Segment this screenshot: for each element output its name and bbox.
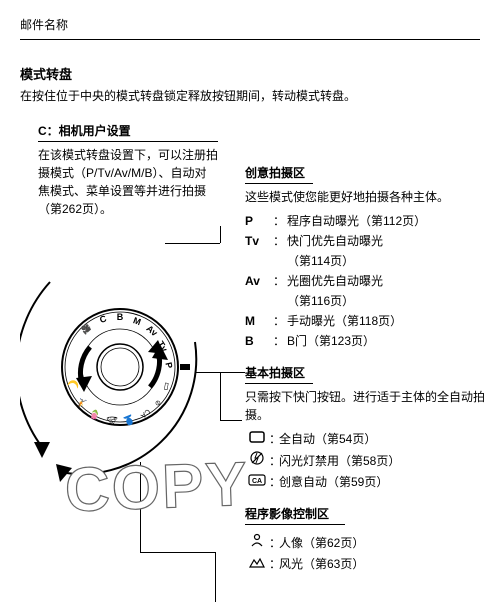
- leader-line: [165, 243, 220, 244]
- mode-tv: Tv ： 快门优先自动曝光: [245, 232, 485, 250]
- section-title: 模式转盘: [20, 64, 480, 83]
- mode-dial-diagram: B M Av Tv P C 🎥 ▭ ⊘ CA 👤 🏔 🌷 🏃 🌙: [20, 272, 220, 472]
- svg-text:🏔: 🏔: [106, 416, 118, 426]
- c-setting-title: C：相机用户设置: [38, 122, 218, 142]
- leader-line: [215, 552, 216, 602]
- leader-line: [140, 462, 141, 552]
- basic-zone: 基本拍摄区 只需按下快门按钮。进行适于主体的全自动拍摄。 ： 全自动（第54页）…: [245, 364, 485, 491]
- fullauto-icon: [245, 430, 269, 448]
- creative-desc: 这些模式使您能更好地拍摄各种主体。: [245, 188, 485, 206]
- landscape-icon: [245, 555, 269, 573]
- basic-modes: ： 全自动（第54页） ： 闪光灯禁用（第58页） CA ： 创意自动（第59页…: [245, 430, 485, 491]
- basic-desc: 只需按下快门按钮。进行适于主体的全自动拍摄。: [245, 388, 485, 424]
- mode-portrait: ： 人像（第62页）: [245, 533, 485, 552]
- section-desc: 在按住位于中央的模式转盘锁定释放按钮期间，转动模式转盘。: [20, 87, 480, 104]
- leader-line: [140, 552, 215, 553]
- ca-icon: CA: [245, 473, 269, 491]
- c-setting-desc: 在该模式转盘设置下，可以注册拍摄模式（P/Tv/Av/M/B）、自动对焦模式、菜…: [38, 146, 218, 218]
- image-zone: 程序影像控制区 ： 人像（第62页） ： 风光（第63页）: [245, 505, 485, 573]
- svg-text:B: B: [117, 312, 124, 322]
- mode-av-page: （第116页）: [287, 292, 485, 310]
- mode-ca: CA ： 创意自动（第59页）: [245, 473, 485, 491]
- mode-flashoff: ： 闪光灯禁用（第58页）: [245, 451, 485, 470]
- svg-text:▭: ▭: [161, 381, 172, 391]
- page-header: 邮件名称: [20, 16, 480, 40]
- mode-tv-page: （第114页）: [287, 252, 485, 270]
- mode-m: M ： 手动曝光（第118页）: [245, 312, 485, 330]
- portrait-icon: [245, 533, 269, 552]
- creative-zone: 创意拍摄区 这些模式使您能更好地拍摄各种主体。 P ： 程序自动曝光（第112页…: [245, 164, 485, 350]
- flashoff-icon: [245, 451, 269, 470]
- creative-title: 创意拍摄区: [245, 164, 313, 184]
- mode-b: B ： B门（第123页）: [245, 332, 485, 350]
- mode-landscape: ： 风光（第63页）: [245, 555, 485, 573]
- leader-line: [220, 372, 221, 420]
- image-title: 程序影像控制区: [245, 505, 345, 525]
- header-title: 邮件名称: [20, 18, 68, 32]
- basic-title: 基本拍摄区: [245, 364, 313, 384]
- leader-line: [220, 226, 221, 243]
- c-setting-block: C：相机用户设置 在该模式转盘设置下，可以注册拍摄模式（P/Tv/Av/M/B）…: [38, 122, 218, 218]
- mode-p: P ： 程序自动曝光（第112页）: [245, 212, 485, 230]
- leader-line: [220, 420, 242, 421]
- right-column: 创意拍摄区 这些模式使您能更好地拍摄各种主体。 P ： 程序自动曝光（第112页…: [245, 164, 485, 587]
- svg-text:CA: CA: [252, 478, 262, 485]
- mode-fullauto: ： 全自动（第54页）: [245, 430, 485, 448]
- mode-av: Av ： 光圈优先自动曝光: [245, 272, 485, 290]
- image-modes: ： 人像（第62页） ： 风光（第63页）: [245, 533, 485, 573]
- creative-modes: P ： 程序自动曝光（第112页） Tv ： 快门优先自动曝光 （第114页） …: [245, 212, 485, 350]
